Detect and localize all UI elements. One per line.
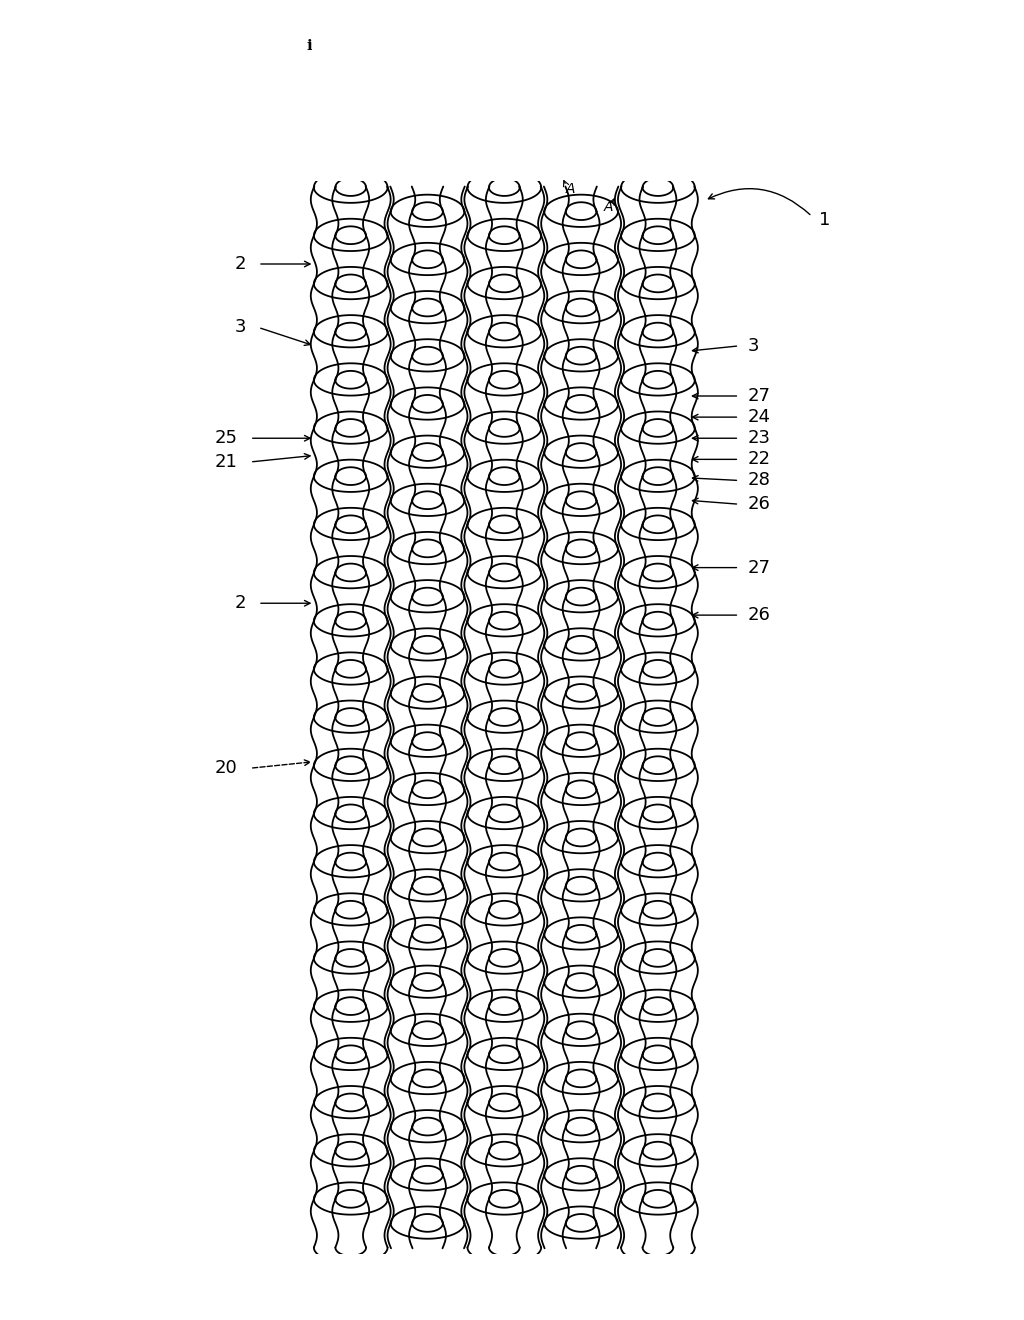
Text: 26: 26 — [748, 495, 770, 513]
Text: A: A — [565, 182, 575, 195]
Text: 21: 21 — [215, 453, 238, 471]
Text: 27: 27 — [748, 558, 770, 577]
Text: 20: 20 — [215, 759, 238, 777]
Text: Patent Application Publication: Patent Application Publication — [72, 40, 334, 53]
Text: 23: 23 — [748, 429, 770, 447]
Text: 22: 22 — [748, 450, 770, 469]
Text: 26: 26 — [748, 606, 770, 624]
Text: 3: 3 — [234, 318, 246, 337]
Text: 2: 2 — [234, 594, 246, 612]
Text: 1: 1 — [819, 211, 830, 230]
Bar — [312, 1254, 696, 1320]
Text: Apr. 2, 2009   Sheet 2 of 9: Apr. 2, 2009 Sheet 2 of 9 — [340, 40, 561, 53]
Bar — [701, 0, 1024, 1320]
Text: US 2009/0088831 A1: US 2009/0088831 A1 — [773, 40, 952, 53]
Text: 3: 3 — [748, 337, 759, 355]
Text: 24: 24 — [748, 408, 770, 426]
Bar — [312, 0, 696, 181]
Text: 27: 27 — [748, 387, 770, 405]
Bar — [0, 0, 307, 1320]
Text: F I G .  2: F I G . 2 — [133, 135, 303, 169]
Text: A: A — [603, 201, 613, 214]
Text: 28: 28 — [748, 471, 770, 490]
Text: 2: 2 — [234, 255, 246, 273]
Text: 25: 25 — [215, 429, 238, 447]
